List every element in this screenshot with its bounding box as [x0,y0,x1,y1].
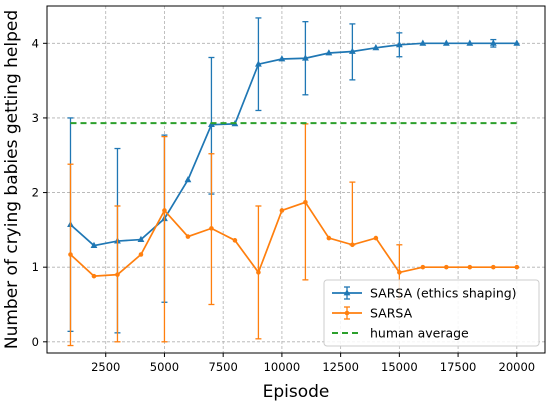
x-tick-label: 7500 [209,360,238,374]
data-point [255,60,262,67]
data-point [420,264,426,270]
data-point [325,49,333,56]
legend-label: SARSA (ethics shaping) [370,286,517,301]
data-point [326,235,332,241]
x-tick-label: 15000 [381,360,418,374]
data-point [209,226,214,231]
data-point [184,176,192,183]
series-1 [67,123,520,347]
data-point [301,54,309,61]
data-point [419,39,427,46]
x-tick-label: 5000 [150,360,179,374]
legend-marker [344,310,350,316]
legend-label: human average [370,326,469,341]
data-point [68,252,73,257]
x-tick-label: 20000 [499,360,536,374]
legend-entry-2: human average [332,326,469,341]
y-tick-label: 3 [32,111,39,125]
data-point [90,241,98,248]
plot-frame [46,5,546,354]
legend-label: SARSA [370,306,413,321]
data-point [373,235,379,241]
data-point [303,199,308,205]
legend: SARSA (ethics shaping) SARSA human average [323,279,540,347]
series-layer [67,17,521,347]
y-tick-label: 0 [32,335,39,349]
data-point [397,270,402,275]
x-axis-label: Episode [263,382,330,402]
legend-box [323,279,540,347]
ticks: 2500 5000 7500 10000 12500 15000 17500 20000 0 1 2… [32,36,535,374]
data-point [444,264,449,270]
data-point [137,235,145,242]
data-point [467,264,473,270]
x-tick-label: 12500 [322,360,359,374]
data-point [466,39,474,46]
legend-marker [343,289,351,296]
data-point [91,273,97,279]
data-point [348,47,356,54]
x-tick-label: 10000 [264,360,301,374]
y-tick-label: 4 [32,36,39,50]
data-point [232,238,238,243]
data-point [514,264,520,270]
data-point [491,264,496,270]
legend-entry-1: SARSA [332,306,413,321]
x-tick-label: 2500 [91,360,120,374]
legend-entry-0: SARSA (ethics shaping) [332,286,517,301]
data-point [489,39,497,46]
x-tick-label: 17500 [440,360,477,374]
series-line [69,201,517,278]
y-tick-label: 1 [32,260,39,274]
data-point [442,39,450,46]
data-point [162,208,167,213]
data-point [350,242,355,248]
y-tick-label: 2 [32,186,39,200]
y-axis-label: Number of crying babies getting helped [2,10,22,349]
data-point [185,234,191,239]
data-point [256,270,261,275]
data-point [513,39,521,46]
data-point [372,43,380,51]
data-point [395,41,403,48]
series-line [69,42,517,247]
data-point [115,272,120,277]
data-point [138,252,144,257]
data-point [279,208,285,213]
data-point [278,55,286,62]
